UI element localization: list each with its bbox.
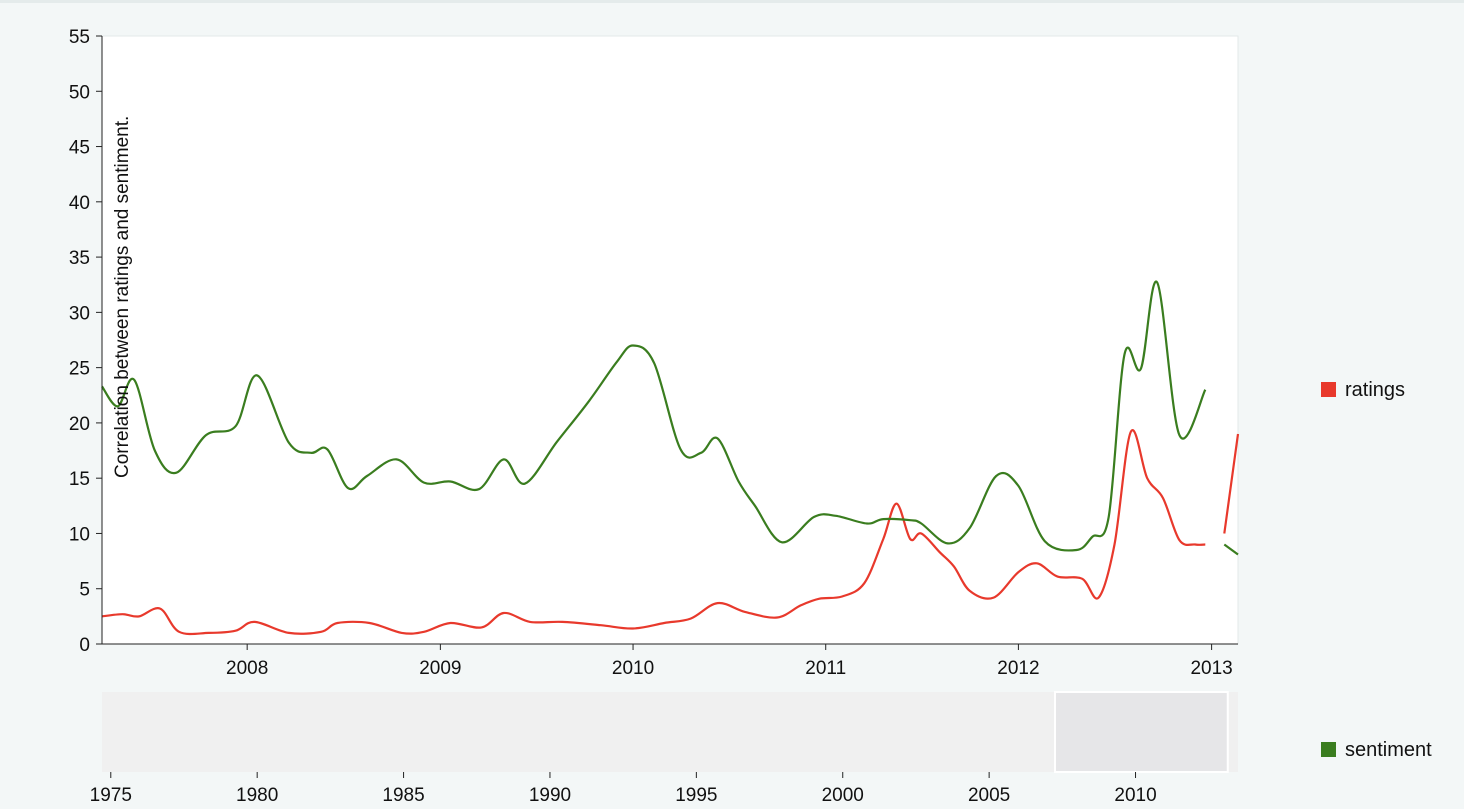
navigator-tick-label: 1985 <box>382 785 424 804</box>
series-line-ratings <box>101 429 1206 636</box>
y-tick-label: 45 <box>69 138 90 159</box>
x-tick-label: 2011 <box>805 658 846 679</box>
series-sentiment <box>101 280 1239 556</box>
legend: ratings sentiment <box>1321 379 1432 761</box>
x-axis-ticks: 2008 2009 2010 2011 2012 2013 <box>226 644 1233 679</box>
y-tick-label: 55 <box>69 27 90 48</box>
navigator-tick-label: 2005 <box>968 785 1010 804</box>
navigator-tick-label: 1975 <box>90 785 132 804</box>
navigator-tick-label: 1980 <box>236 785 278 804</box>
y-tick-label: 25 <box>69 359 90 380</box>
x-tick-label: 2010 <box>612 658 654 679</box>
legend-label: ratings <box>1345 379 1405 401</box>
x-tick-label: 2009 <box>419 658 461 679</box>
y-tick-label: 50 <box>69 82 90 103</box>
y-tick-label: 35 <box>69 248 90 269</box>
navigator[interactable]: 1975 1980 1985 1990 1995 2000 2005 2010 <box>90 691 1238 806</box>
y-tick-label: 20 <box>69 414 90 435</box>
legend-item-ratings[interactable]: ratings <box>1321 379 1405 401</box>
navigator-tick-label: 2010 <box>1114 785 1156 804</box>
y-axis-ticks: 0 5 10 15 20 25 30 35 40 45 50 55 <box>69 27 102 656</box>
top-border <box>0 0 1464 3</box>
navigator-tick-label: 1995 <box>675 785 717 804</box>
x-tick-label: 2012 <box>997 658 1039 679</box>
y-tick-label: 5 <box>79 580 90 601</box>
y-axis-label: Correlation between ratings and sentimen… <box>112 116 133 478</box>
series-line-sentiment <box>1223 543 1239 556</box>
x-tick-label: 2013 <box>1190 658 1232 679</box>
series-ratings <box>101 429 1240 636</box>
plot-area <box>101 35 1239 645</box>
series-line-ratings <box>1223 433 1240 534</box>
legend-item-sentiment[interactable]: sentiment <box>1321 739 1432 761</box>
x-tick-label: 2008 <box>226 658 268 679</box>
legend-label: sentiment <box>1345 739 1432 761</box>
y-tick-label: 10 <box>69 524 90 545</box>
y-tick-label: 15 <box>69 469 90 490</box>
navigator-selection[interactable] <box>1054 691 1229 773</box>
navigator-ticks: 1975 1980 1985 1990 1995 2000 2005 2010 <box>90 772 1157 806</box>
legend-swatch <box>1321 742 1336 757</box>
navigator-tick-label: 2000 <box>822 785 864 804</box>
legend-swatch <box>1321 382 1336 397</box>
y-tick-label: 30 <box>69 303 90 324</box>
navigator-tick-label: 1990 <box>529 785 571 804</box>
y-tick-label: 40 <box>69 193 90 214</box>
navigator-track <box>102 692 1238 772</box>
series-line-sentiment <box>101 280 1207 552</box>
series-layer <box>101 280 1240 636</box>
y-tick-label: 0 <box>79 635 90 656</box>
